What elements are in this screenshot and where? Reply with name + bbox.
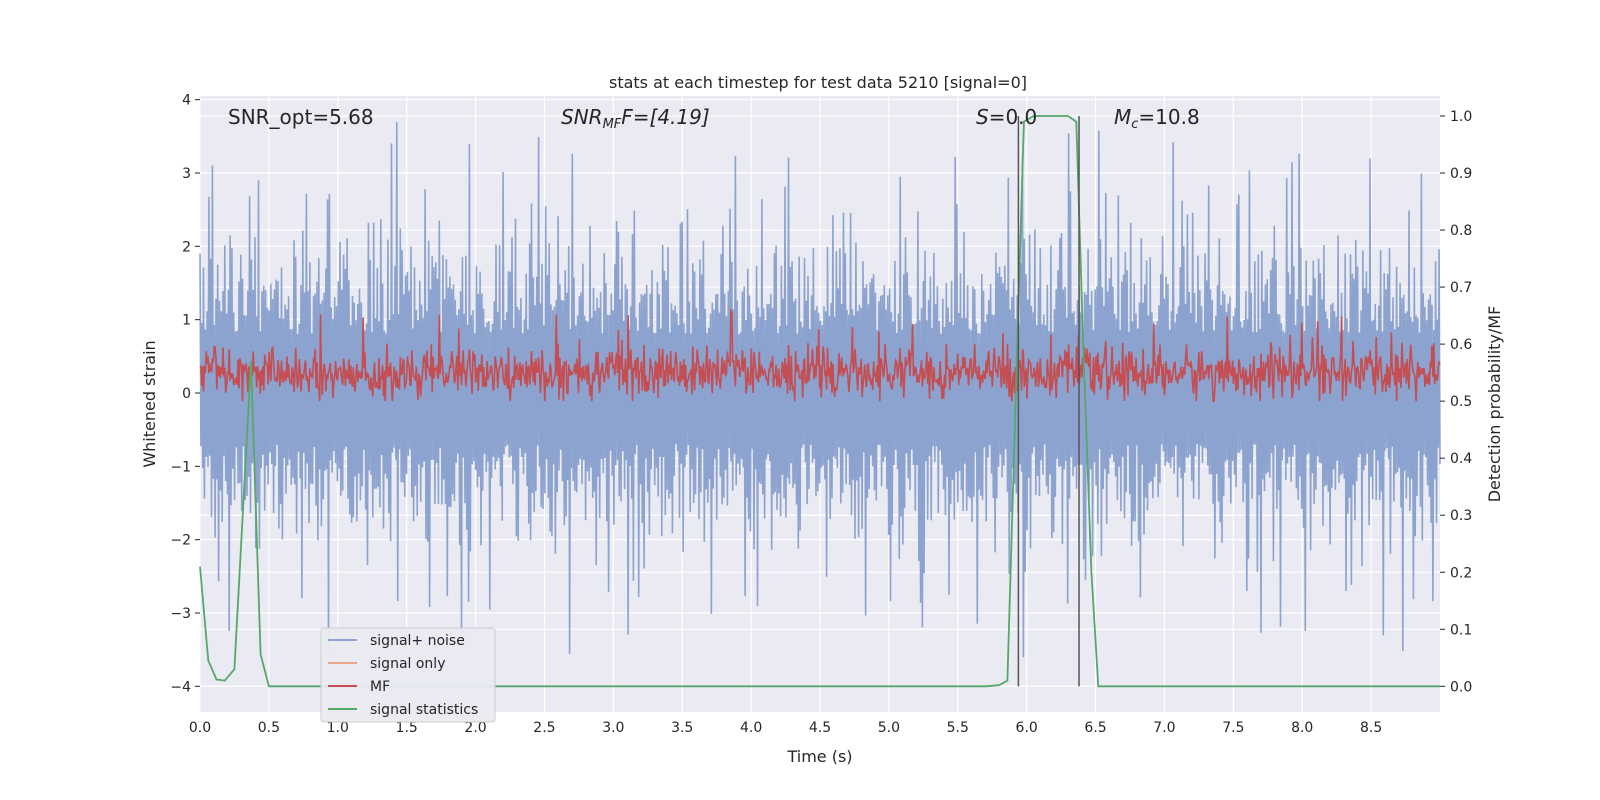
x-tick-label: 8.0 (1291, 720, 1313, 736)
series-signal-noise (199, 122, 1441, 658)
x-tick-label: 4.0 (740, 720, 762, 736)
y2-tick-label: 1.0 (1450, 109, 1472, 125)
y-tick-label: −3 (170, 606, 191, 622)
x-tick-label: 5.0 (878, 720, 900, 736)
x-tick-label: 8.5 (1360, 720, 1382, 736)
y2-tick-label: 0.7 (1450, 280, 1472, 296)
y-tick-label: 0 (182, 386, 191, 402)
annotation-s-tail: =0.0 (989, 105, 1038, 129)
axis-ticks: 0.0 0.5 1.0 1.5 2.0 2.5 3.0 3.5 4.0 4.5 5.0 5.5 6.0 6… (170, 93, 1472, 736)
x-tick-label: 3.0 (602, 720, 624, 736)
y-tick-label: −4 (170, 679, 191, 695)
y-tick-label: 4 (182, 93, 191, 109)
x-tick-label: 0.5 (258, 720, 280, 736)
series-layer (199, 115, 1441, 688)
annotation-snr-mf-base: SNR (561, 105, 603, 129)
y-axis-label: Whitened strain (140, 340, 159, 467)
y-tick-label: −1 (170, 459, 191, 475)
y2-tick-label: 0.1 (1450, 622, 1472, 638)
x-tick-label: 2.5 (533, 720, 555, 736)
x-tick-label: 1.5 (396, 720, 418, 736)
x-axis-label: Time (s) (786, 747, 852, 766)
annotation-s: S=0.0 (976, 105, 1037, 129)
legend-label-signal-statistics: signal statistics (370, 702, 478, 718)
x-tick-label: 1.0 (327, 720, 349, 736)
x-tick-label: 4.5 (809, 720, 831, 736)
legend: signal+ noise signal only MF signal stat… (320, 627, 496, 723)
legend-label-signal-noise: signal+ noise (370, 633, 465, 649)
y2-tick-label: 0.0 (1450, 679, 1472, 695)
annotation-snr-mf: SNRMFF=[4.19] (561, 105, 710, 132)
annotation-mc-sub: c (1131, 117, 1138, 132)
y2-tick-label: 0.5 (1450, 394, 1472, 410)
y2-tick-label: 0.3 (1450, 508, 1472, 524)
y2-axis-label: Detection probability/MF (1485, 306, 1504, 503)
legend-label-mf: MF (370, 679, 390, 695)
x-tick-label: 7.5 (1222, 720, 1244, 736)
annotation-snr-opt: SNR_opt=5.68 (228, 105, 374, 129)
y2-tick-label: 0.9 (1450, 166, 1472, 182)
annotation-mc-tail: =10.8 (1138, 105, 1199, 129)
annotation-snr-mf-sub: MF (603, 117, 622, 132)
chart-title: stats at each timestep for test data 521… (609, 73, 1027, 92)
y2-tick-label: 0.2 (1450, 565, 1472, 581)
y-tick-label: 3 (182, 166, 191, 182)
annotation-mc: Mc=10.8 (1114, 105, 1200, 132)
legend-box (320, 627, 496, 723)
y-tick-label: 1 (182, 313, 191, 329)
y2-tick-label: 0.6 (1450, 337, 1472, 353)
x-tick-label: 7.0 (1153, 720, 1175, 736)
x-tick-label: 2.0 (464, 720, 486, 736)
annotation-mc-base: M (1114, 105, 1131, 129)
y-tick-label: 2 (182, 239, 191, 255)
x-tick-label: 6.5 (1084, 720, 1106, 736)
legend-label-signal-only: signal only (370, 656, 445, 672)
x-tick-label: 5.5 (947, 720, 969, 736)
x-tick-label: 3.5 (671, 720, 693, 736)
series-mf (199, 307, 1441, 402)
x-tick-label: 0.0 (189, 720, 211, 736)
y2-tick-label: 0.8 (1450, 223, 1472, 239)
y-tick-label: −2 (170, 533, 191, 549)
annotation-snr-mf-tail: F=[4.19] (621, 105, 709, 129)
y2-tick-label: 0.4 (1450, 451, 1472, 467)
series-signal-statistics (199, 115, 1440, 688)
annotation-s-base: S (976, 105, 989, 129)
x-tick-label: 6.0 (1016, 720, 1038, 736)
event-markers (1017, 115, 1080, 687)
